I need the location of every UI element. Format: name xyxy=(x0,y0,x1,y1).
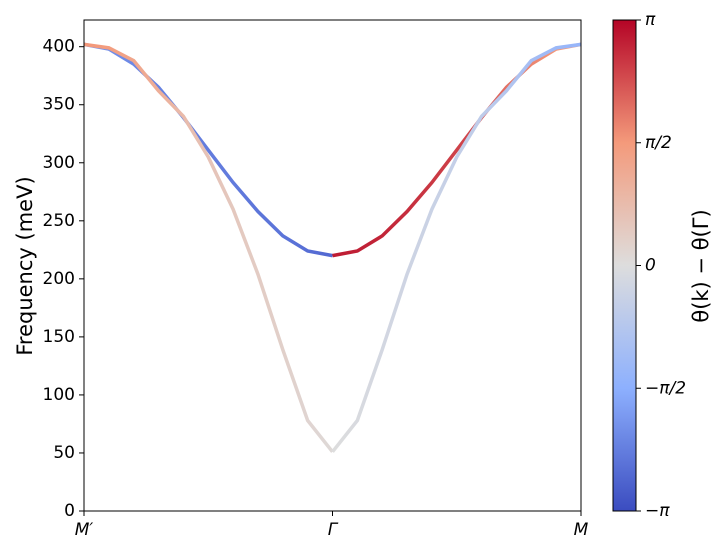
plot-frame xyxy=(83,19,582,512)
band-line xyxy=(83,42,333,258)
colorbar-tick-label: −π/2 xyxy=(645,378,686,398)
y-axis-label: Frequency (meV) xyxy=(13,176,37,355)
y-tick-label: 150 xyxy=(43,327,75,347)
colorbar-label: θ(k) − θ(Γ) xyxy=(689,209,713,322)
band-line xyxy=(331,42,582,453)
y-tick-label: 250 xyxy=(43,211,75,231)
x-tick-label: M xyxy=(574,520,589,540)
y-tick-label: 100 xyxy=(43,385,75,405)
x-tick-label: M′ xyxy=(75,520,94,540)
y-tick-label: 350 xyxy=(43,95,75,115)
colorbar-tick-label: π xyxy=(645,10,656,30)
y-tick-label: 50 xyxy=(53,443,75,463)
band-line xyxy=(83,42,334,453)
colorbar-tick-label: 0 xyxy=(645,256,656,276)
y-tick-label: 400 xyxy=(43,37,75,57)
x-tick-label: Γ xyxy=(328,520,339,540)
colorbar xyxy=(612,19,637,512)
colorbar-tick-label: π/2 xyxy=(645,133,672,153)
band-line xyxy=(332,42,582,258)
colorbar-tick-label: −π xyxy=(645,501,670,521)
y-tick-label: 0 xyxy=(64,501,75,521)
y-tick-label: 300 xyxy=(43,153,75,173)
y-tick-label: 200 xyxy=(43,269,75,289)
